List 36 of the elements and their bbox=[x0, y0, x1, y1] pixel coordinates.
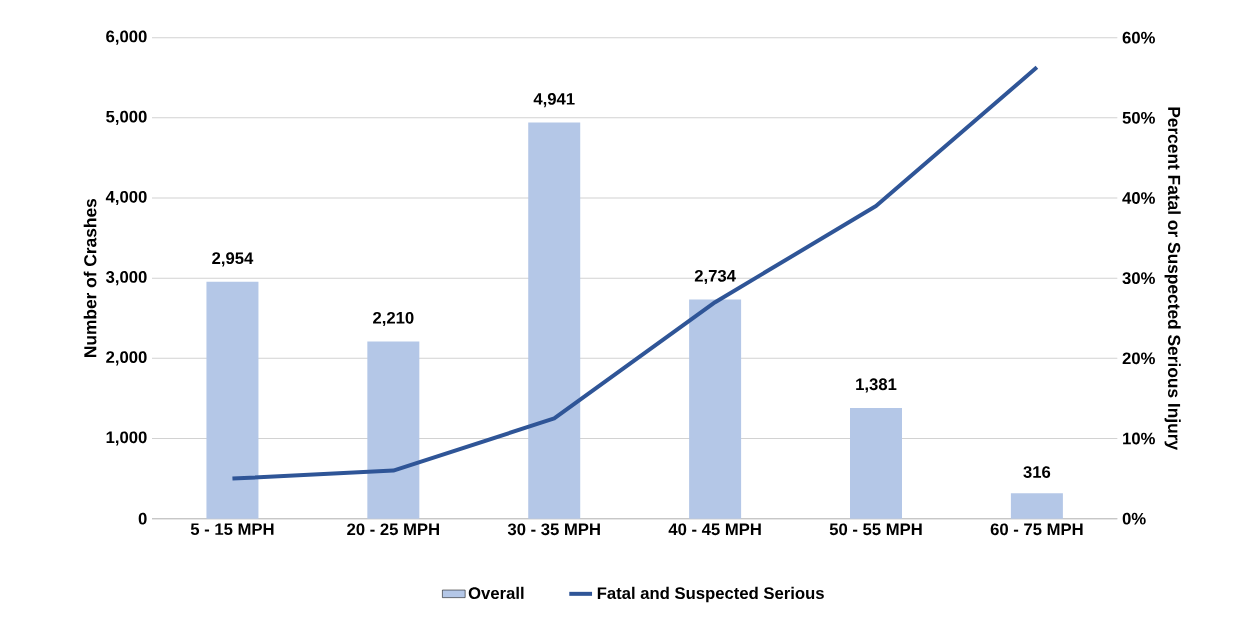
y2-axis-title: Percent Fatal or Suspected Serious Injury bbox=[1164, 107, 1181, 451]
bar bbox=[528, 122, 581, 519]
y-tick-label: 3,000 bbox=[105, 271, 147, 286]
bar bbox=[850, 407, 903, 519]
data-label: 4,941 bbox=[533, 92, 575, 108]
bar bbox=[206, 281, 259, 519]
x-tick-label: 20 - 25 MPH bbox=[347, 523, 439, 536]
y-tick-label: 5,000 bbox=[106, 110, 147, 125]
data-label: 2,954 bbox=[212, 252, 254, 267]
legend-label: Overall bbox=[468, 586, 524, 600]
data-label: 1,381 bbox=[856, 378, 897, 393]
y2-tick-label: 30% bbox=[1122, 272, 1155, 285]
bar bbox=[689, 299, 742, 519]
x-tick-label: 30 - 35 MPH bbox=[507, 523, 600, 536]
bar bbox=[1010, 493, 1063, 519]
y2-tick-label: 20% bbox=[1122, 352, 1155, 365]
y-axis-title: Number of Crashes bbox=[83, 198, 97, 357]
bar bbox=[367, 341, 420, 519]
y2-tick-label: 0% bbox=[1122, 512, 1146, 525]
y2-tick-label: 60% bbox=[1122, 31, 1155, 44]
y-tick-label: 2,000 bbox=[106, 351, 147, 366]
data-label: 2,734 bbox=[694, 269, 736, 285]
y-tick-label: 0 bbox=[138, 512, 147, 525]
y2-tick-label: 40% bbox=[1122, 192, 1155, 204]
x-tick-label: 60 - 75 MPH bbox=[990, 523, 1083, 536]
x-tick-label: 5 - 15 MPH bbox=[190, 523, 274, 536]
legend-label: Fatal and Suspected Serious bbox=[597, 586, 824, 603]
x-tick-label: 40 - 45 MPH bbox=[668, 523, 761, 536]
x-tick-label: 50 - 55 MPH bbox=[829, 523, 922, 536]
y-tick-label: 4,000 bbox=[105, 190, 147, 206]
y2-tick-label: 10% bbox=[1123, 432, 1155, 445]
y-tick-label: 6,000 bbox=[106, 30, 147, 45]
data-label: 316 bbox=[1023, 466, 1051, 478]
data-label: 2,210 bbox=[373, 311, 414, 327]
y-tick-label: 1,000 bbox=[106, 431, 147, 446]
y2-tick-label: 50% bbox=[1122, 111, 1155, 124]
